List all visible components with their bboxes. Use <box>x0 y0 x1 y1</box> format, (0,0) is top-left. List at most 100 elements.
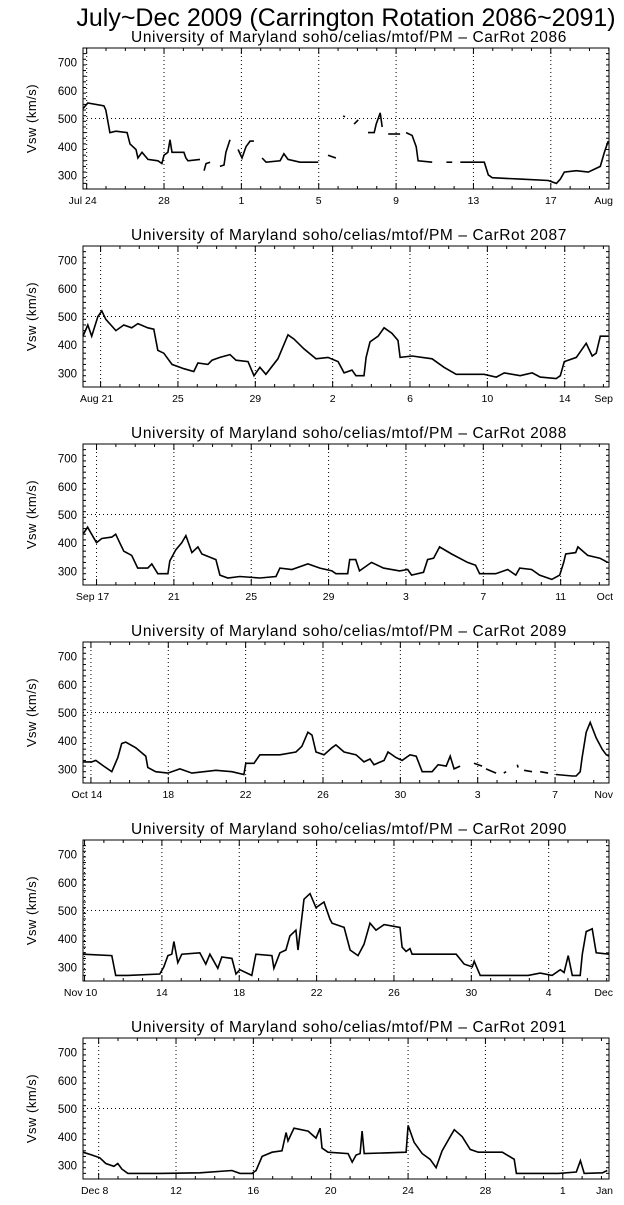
y-axis-label: Vsw (km/s) <box>24 282 39 351</box>
y-tick-label: 600 <box>58 284 77 296</box>
main-title: July~Dec 2009 (Carrington Rotation 2086~… <box>76 4 615 32</box>
x-tick-label: 24 <box>402 1185 414 1197</box>
x-tick-label: 18 <box>233 987 245 999</box>
x-tick-label: 9 <box>393 195 399 207</box>
y-axis-label: Vsw (km/s) <box>24 1074 39 1143</box>
y-tick-label: 300 <box>58 566 77 578</box>
vsw-series-segment <box>368 112 383 134</box>
x-tick-label: 17 <box>545 195 557 207</box>
chart-panel-2: University of Maryland soho/celias/mtof/… <box>24 227 613 405</box>
x-tick-label: 13 <box>468 195 480 207</box>
x-tick-label: 11 <box>555 591 566 603</box>
y-axis-label: Vsw (km/s) <box>24 480 39 549</box>
x-tick-label: Nov 10 <box>64 987 97 999</box>
y-tick-label: 400 <box>58 142 77 154</box>
x-tick-label: 30 <box>394 789 406 801</box>
x-tick-label: Dec 8 <box>81 1185 109 1197</box>
x-tick-label: 22 <box>240 789 252 801</box>
vsw-series-segment <box>516 764 519 768</box>
vsw-series-segment <box>237 140 254 161</box>
vsw-series-segment <box>555 720 610 777</box>
y-tick-label: 400 <box>58 934 77 946</box>
vsw-series-segment <box>523 769 533 773</box>
x-tick-label: Jan <box>596 1185 613 1197</box>
y-tick-label: 700 <box>58 454 77 466</box>
chart-panel-6: University of Maryland soho/celias/mtof/… <box>24 1019 613 1197</box>
x-tick-label: Aug <box>594 195 613 207</box>
vsw-series-segment <box>485 768 497 774</box>
chart-panel-4: University of Maryland soho/celias/mtof/… <box>24 623 614 801</box>
panel-subtitle: University of Maryland soho/celias/mtof/… <box>131 227 567 244</box>
x-tick-label: Aug 21 <box>80 393 113 405</box>
x-tick-label: 25 <box>172 393 184 405</box>
y-tick-label: 500 <box>58 312 77 324</box>
x-tick-label: 28 <box>158 195 170 207</box>
panel-subtitle: University of Maryland soho/celias/mtof/… <box>131 29 567 46</box>
y-tick-label: 400 <box>58 340 77 352</box>
vsw-series-segment <box>83 730 461 776</box>
vsw-series-segment <box>405 131 433 163</box>
x-tick-label: Dec <box>594 987 613 999</box>
plot-frame <box>82 1037 610 1180</box>
x-tick-label: 28 <box>480 1185 492 1197</box>
x-tick-label: 26 <box>317 789 329 801</box>
x-tick-label: 25 <box>245 591 257 603</box>
y-tick-label: 600 <box>58 878 77 890</box>
y-tick-label: 300 <box>58 368 77 380</box>
x-tick-label: Oct 14 <box>71 789 102 801</box>
x-tick-label: 6 <box>407 393 413 405</box>
y-tick-label: 400 <box>58 736 77 748</box>
x-tick-label: 16 <box>248 1185 260 1197</box>
vsw-series-segment <box>261 152 319 164</box>
plot-frame <box>82 443 610 586</box>
vsw-series-segment <box>503 771 507 774</box>
y-tick-label: 300 <box>58 1160 77 1172</box>
y-tick-label: 700 <box>58 652 77 664</box>
y-tick-label: 600 <box>58 482 77 494</box>
x-tick-label: 18 <box>162 789 174 801</box>
x-tick-label: Sep <box>594 393 613 405</box>
y-tick-label: 300 <box>58 764 77 776</box>
x-tick-label: 14 <box>559 393 571 405</box>
x-tick-label: 5 <box>316 195 322 207</box>
plot-frame <box>82 47 610 190</box>
y-tick-label: 300 <box>58 962 77 974</box>
x-tick-label: 10 <box>482 393 494 405</box>
vsw-series-segment <box>219 139 231 168</box>
y-axis-label: Vsw (km/s) <box>24 84 39 153</box>
x-tick-label: 1 <box>560 1185 566 1197</box>
x-tick-label: 26 <box>388 987 400 999</box>
y-axis-label: Vsw (km/s) <box>24 678 39 747</box>
panel-subtitle: University of Maryland soho/celias/mtof/… <box>131 821 567 838</box>
y-tick-label: 700 <box>58 256 77 268</box>
x-tick-label: 7 <box>480 591 486 603</box>
x-tick-label: 1 <box>238 195 244 207</box>
x-tick-label: 12 <box>170 1185 182 1197</box>
y-tick-label: 400 <box>58 538 77 550</box>
panel-subtitle: University of Maryland soho/celias/mtof/… <box>131 425 567 442</box>
y-tick-label: 600 <box>58 86 77 98</box>
vsw-series-segment <box>203 161 211 171</box>
y-tick-label: 600 <box>58 1076 77 1088</box>
vsw-series-segment <box>82 525 609 581</box>
vsw-series-segment <box>473 762 483 767</box>
y-tick-label: 300 <box>58 170 77 182</box>
x-tick-label: 3 <box>475 789 481 801</box>
x-tick-label: 4 <box>546 987 552 999</box>
vsw-series-segment <box>342 115 346 118</box>
panel-subtitle: University of Maryland soho/celias/mtof/… <box>131 1019 567 1036</box>
x-tick-label: 22 <box>311 987 323 999</box>
x-tick-label: 7 <box>552 789 558 801</box>
x-tick-label: 2 <box>330 393 336 405</box>
y-tick-label: 700 <box>58 850 77 862</box>
panels: University of Maryland soho/celias/mtof/… <box>24 29 614 1197</box>
vsw-series-segment <box>540 770 549 774</box>
panel-subtitle: University of Maryland soho/celias/mtof/… <box>131 623 567 640</box>
x-tick-label: 29 <box>249 393 261 405</box>
vsw-series-segment <box>353 119 359 125</box>
plot-frame <box>82 641 610 784</box>
vsw-series-segment <box>460 140 609 185</box>
x-tick-label: 29 <box>323 591 335 603</box>
vsw-series-segment <box>82 1125 608 1175</box>
